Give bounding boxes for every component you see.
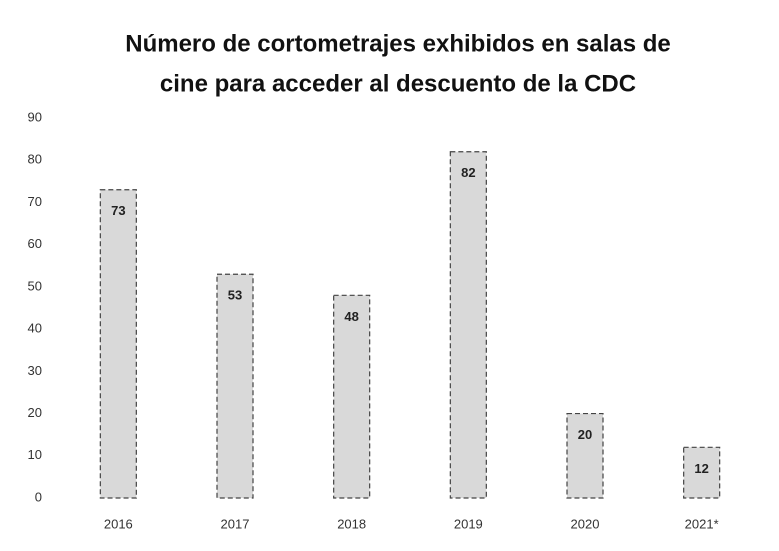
chart-title: Número de cortometrajes exhibidos en sal… — [125, 30, 671, 57]
x-tick-label: 2019 — [454, 516, 483, 531]
y-tick-label: 70 — [28, 194, 42, 209]
bar — [449, 151, 487, 499]
bar — [683, 446, 721, 499]
data-label: 82 — [461, 165, 475, 180]
y-tick-label: 90 — [28, 109, 42, 124]
chart-title: cine para acceder al descuento de la CDC — [160, 70, 636, 97]
y-tick-label: 40 — [28, 321, 42, 336]
data-label: 20 — [578, 427, 592, 442]
y-tick-label: 0 — [35, 489, 42, 504]
y-tick-label: 50 — [28, 278, 42, 293]
x-tick-label: 2018 — [337, 516, 366, 531]
data-label: 53 — [228, 288, 242, 303]
y-tick-label: 30 — [28, 363, 42, 378]
bar — [333, 294, 371, 499]
x-tick-label: 2021* — [685, 516, 719, 531]
data-label: 73 — [111, 203, 125, 218]
data-label: 48 — [344, 309, 358, 324]
y-tick-label: 20 — [28, 405, 42, 420]
y-tick-label: 80 — [28, 152, 42, 167]
x-tick-label: 2016 — [104, 516, 133, 531]
x-tick-label: 2017 — [221, 516, 250, 531]
bar — [99, 189, 137, 499]
x-tick-label: 2020 — [571, 516, 600, 531]
y-tick-label: 60 — [28, 236, 42, 251]
y-tick-label: 10 — [28, 447, 42, 462]
bar — [566, 412, 604, 499]
bar — [216, 273, 254, 499]
data-label: 12 — [694, 461, 708, 476]
